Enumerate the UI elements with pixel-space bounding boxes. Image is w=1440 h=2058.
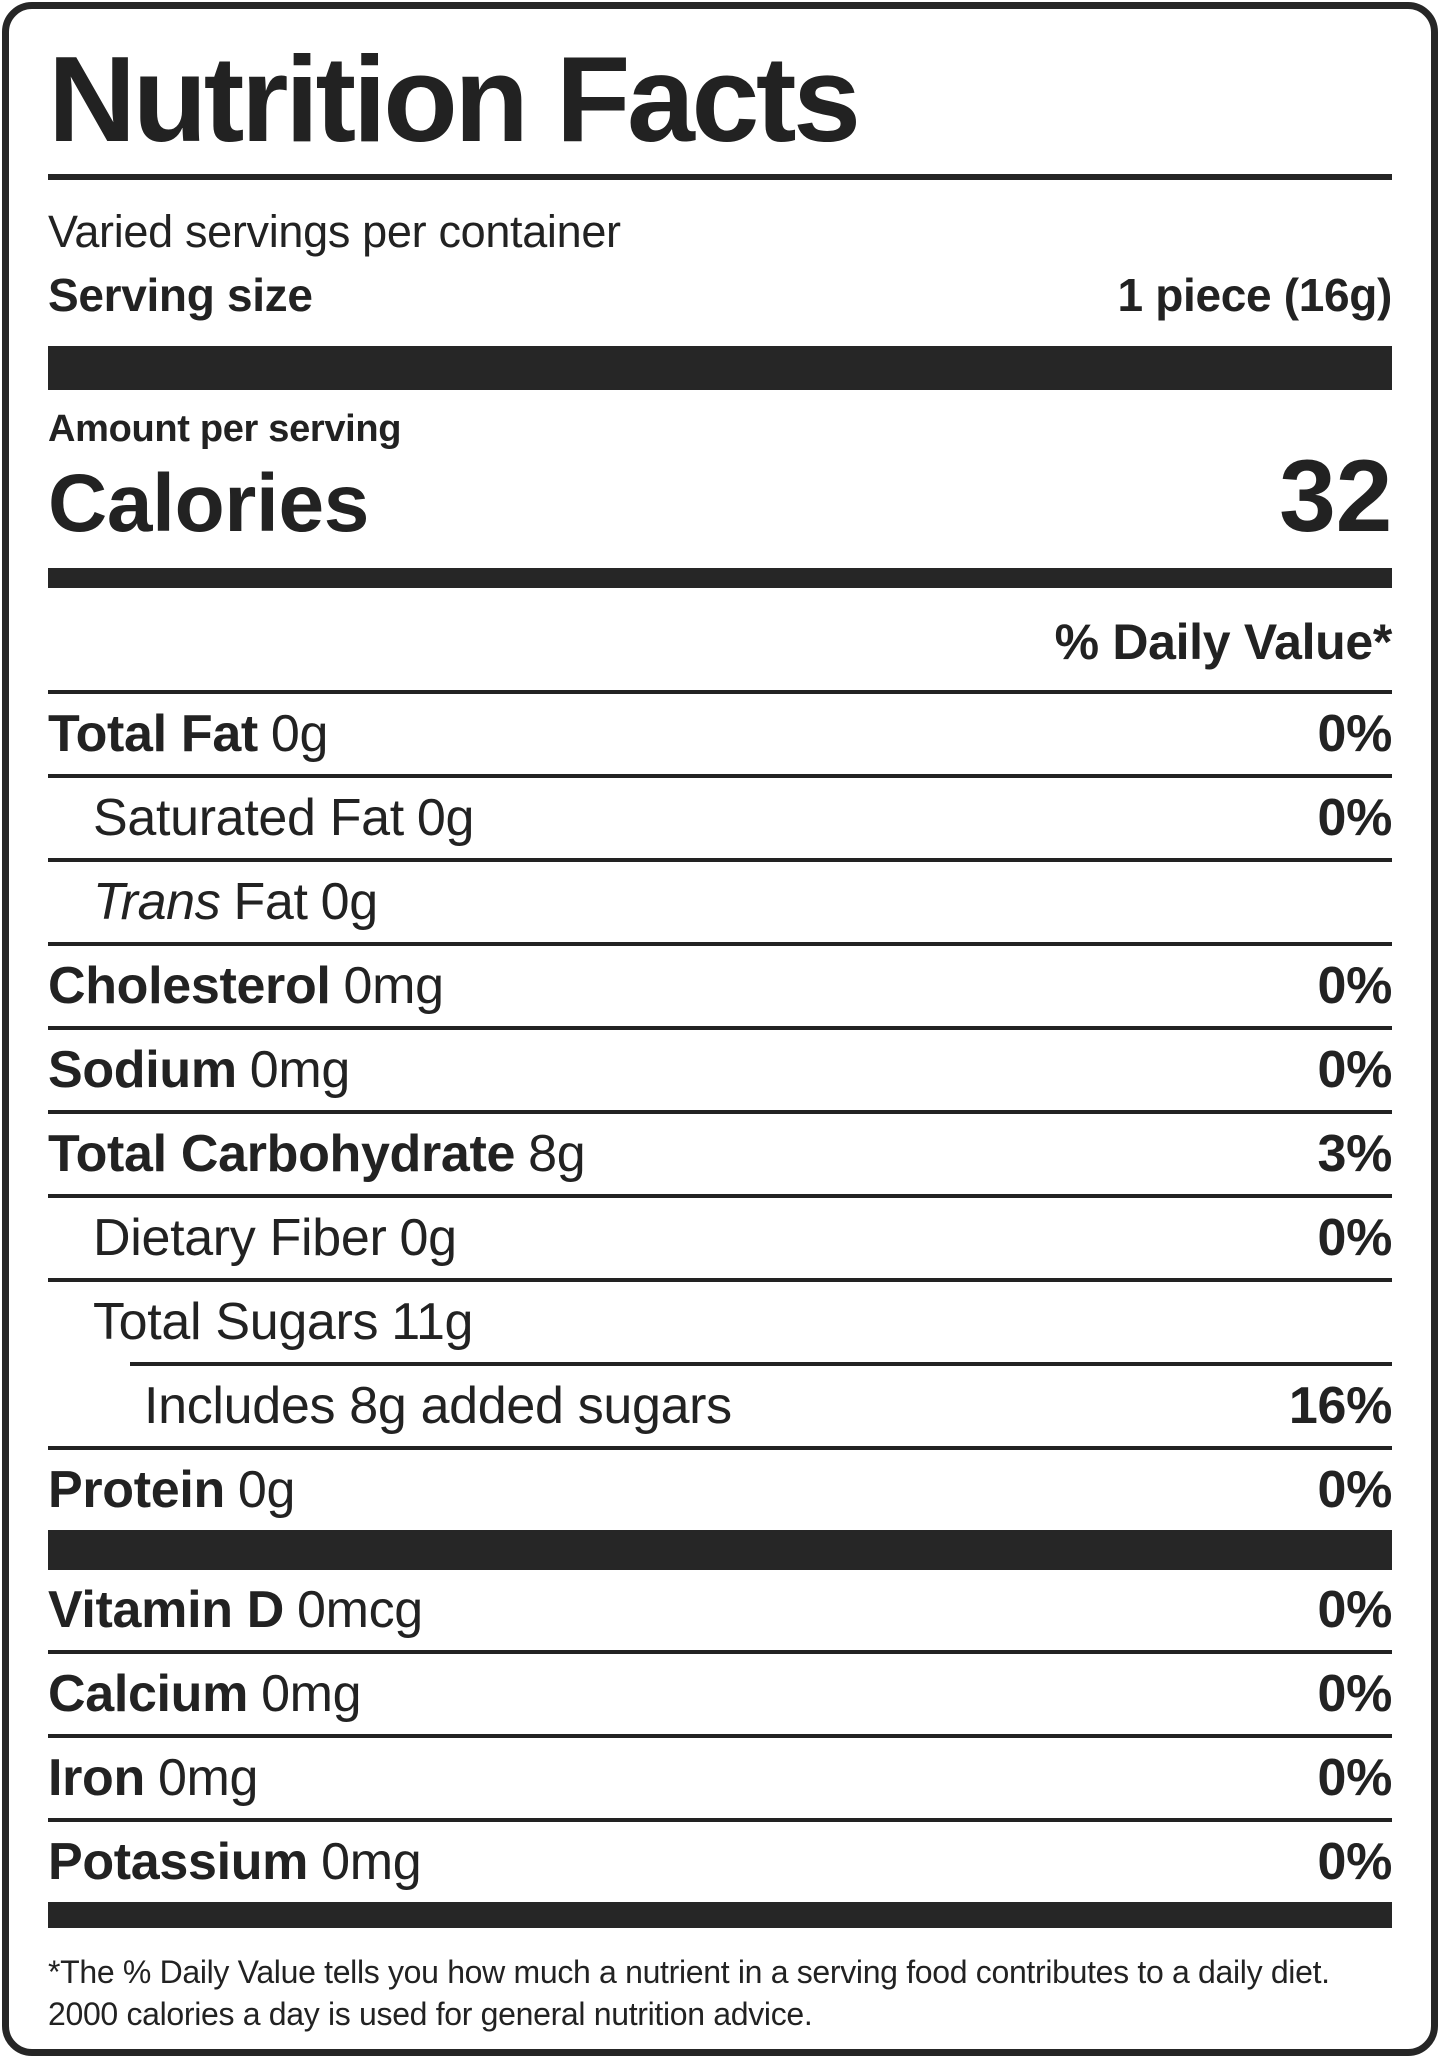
row-divider [48, 1193, 1392, 1198]
nutrient-label: Sodium [48, 1040, 237, 1099]
nutrient-row-vitamin-d: Vitamin D 0mcg 0% [48, 1570, 1392, 1650]
nutrient-dv: 0% [1317, 704, 1392, 763]
nutrient-row-calcium: Calcium 0mg 0% [48, 1654, 1392, 1734]
nutrient-amount: 0mg [249, 1040, 351, 1099]
nutrient-dv: 3% [1317, 1124, 1392, 1183]
nutrient-label: Dietary Fiber [93, 1208, 387, 1267]
calories-value: 32 [1279, 439, 1392, 554]
nutrient-amount: 0mcg [297, 1580, 423, 1639]
nutrient-row-cholesterol: Cholesterol 0mg 0% [48, 946, 1392, 1026]
serving-size-row: Serving size 1 piece (16g) [48, 270, 1392, 321]
nutrient-label: Total Fat [48, 704, 258, 763]
nutrient-label: Includes 8g added sugars [144, 1376, 732, 1435]
nutrient-row-total-fat: Total Fat 0g 0% [48, 694, 1392, 774]
nutrient-label-italic: Trans [93, 872, 221, 931]
nutrient-row-sodium: Sodium 0mg 0% [48, 1030, 1392, 1110]
row-divider [48, 941, 1392, 946]
sub-divider [130, 1361, 1392, 1366]
serving-size-bar [48, 345, 1392, 390]
nutrient-row-trans-fat: Trans Fat 0g [48, 862, 1392, 942]
footnote-line-1: *The % Daily Value tells you how much a … [48, 1953, 1330, 1990]
nutrient-row-added-sugars: Includes 8g added sugars 16% [48, 1366, 1392, 1446]
nutrient-label: Vitamin D [48, 1580, 284, 1639]
nutrient-amount: 0mg [157, 1748, 259, 1807]
nutrient-dv: 0% [1317, 1832, 1392, 1891]
row-divider [48, 1649, 1392, 1654]
label-title: Nutrition Facts [48, 31, 861, 167]
nutrient-amount: 0mg [343, 956, 445, 1015]
row-divider [48, 1733, 1392, 1738]
footnote-bar [48, 1901, 1392, 1928]
nutrient-amount: 0mg [261, 1664, 362, 1723]
row-divider [48, 1109, 1392, 1114]
row-divider [48, 689, 1392, 694]
nutrient-label: Total Carbohydrate [48, 1124, 516, 1183]
nutrient-label: Total Sugars [93, 1292, 379, 1351]
title-divider [48, 173, 1392, 180]
nutrient-label: Cholesterol [48, 956, 331, 1015]
serving-size-value: 1 piece (16g) [1117, 269, 1392, 322]
nutrient-dv: 0% [1317, 1748, 1392, 1807]
nutrient-row-total-carbohydrate: Total Carbohydrate 8g 3% [48, 1114, 1392, 1194]
serving-size-label: Serving size [48, 269, 313, 322]
daily-value-header: % Daily Value* [1054, 613, 1393, 670]
nutrient-label: Potassium [48, 1832, 309, 1891]
nutrient-amount: 0mg [321, 1832, 422, 1891]
row-divider [48, 1445, 1392, 1450]
nutrient-row-potassium: Potassium 0mg 0% [48, 1822, 1392, 1902]
nutrient-dv: 0% [1317, 1580, 1392, 1639]
nutrient-dv: 0% [1317, 1460, 1392, 1519]
footnote: *The % Daily Value tells you how much a … [48, 1952, 1392, 2035]
nutrient-label: Saturated Fat [93, 788, 404, 847]
row-divider [48, 1277, 1392, 1282]
nutrient-amount: 0g [399, 1208, 457, 1267]
nutrient-amount: 0g [320, 872, 379, 931]
nutrient-amount: 8g [528, 1124, 586, 1183]
protein-bar [48, 1529, 1392, 1570]
nutrient-dv: 0% [1317, 956, 1392, 1015]
nutrient-dv: 0% [1317, 788, 1392, 847]
nutrient-amount: 11g [391, 1292, 474, 1351]
nutrient-label: Iron [48, 1748, 145, 1807]
nutrient-label: Protein [48, 1460, 225, 1519]
row-divider [48, 1025, 1392, 1030]
row-divider [48, 773, 1392, 778]
nutrient-row-dietary-fiber: Dietary Fiber 0g 0% [48, 1198, 1392, 1278]
calories-bar [48, 567, 1392, 588]
nutrient-label: Fat [233, 872, 308, 931]
nutrient-row-saturated-fat: Saturated Fat 0g 0% [48, 778, 1392, 858]
nutrient-row-total-sugars: Total Sugars 11g [48, 1282, 1392, 1362]
nutrient-amount: 0g [416, 788, 475, 847]
nutrition-label: Nutrition Facts Varied servings per cont… [9, 9, 1431, 2049]
amount-per-serving-label: Amount per serving [48, 407, 402, 450]
footnote-line-2: 2000 calories a day is used for general … [48, 1995, 813, 2032]
nutrient-dv: 0% [1317, 1208, 1392, 1267]
nutrient-row-iron: Iron 0mg 0% [48, 1738, 1392, 1818]
calories-row: Calories 32 [48, 439, 1392, 554]
nutrient-dv: 0% [1317, 1664, 1392, 1723]
nutrient-label: Calcium [48, 1664, 249, 1723]
calories-label: Calories [48, 457, 370, 549]
nutrient-amount: 0g [237, 1460, 296, 1519]
servings-per-container: Varied servings per container [48, 205, 621, 257]
nutrient-dv: 0% [1317, 1040, 1392, 1099]
nutrient-row-protein: Protein 0g 0% [48, 1450, 1392, 1530]
row-divider [48, 857, 1392, 862]
row-divider [48, 1817, 1392, 1822]
nutrient-amount: 0g [270, 704, 329, 763]
nutrient-dv: 16% [1288, 1376, 1392, 1435]
